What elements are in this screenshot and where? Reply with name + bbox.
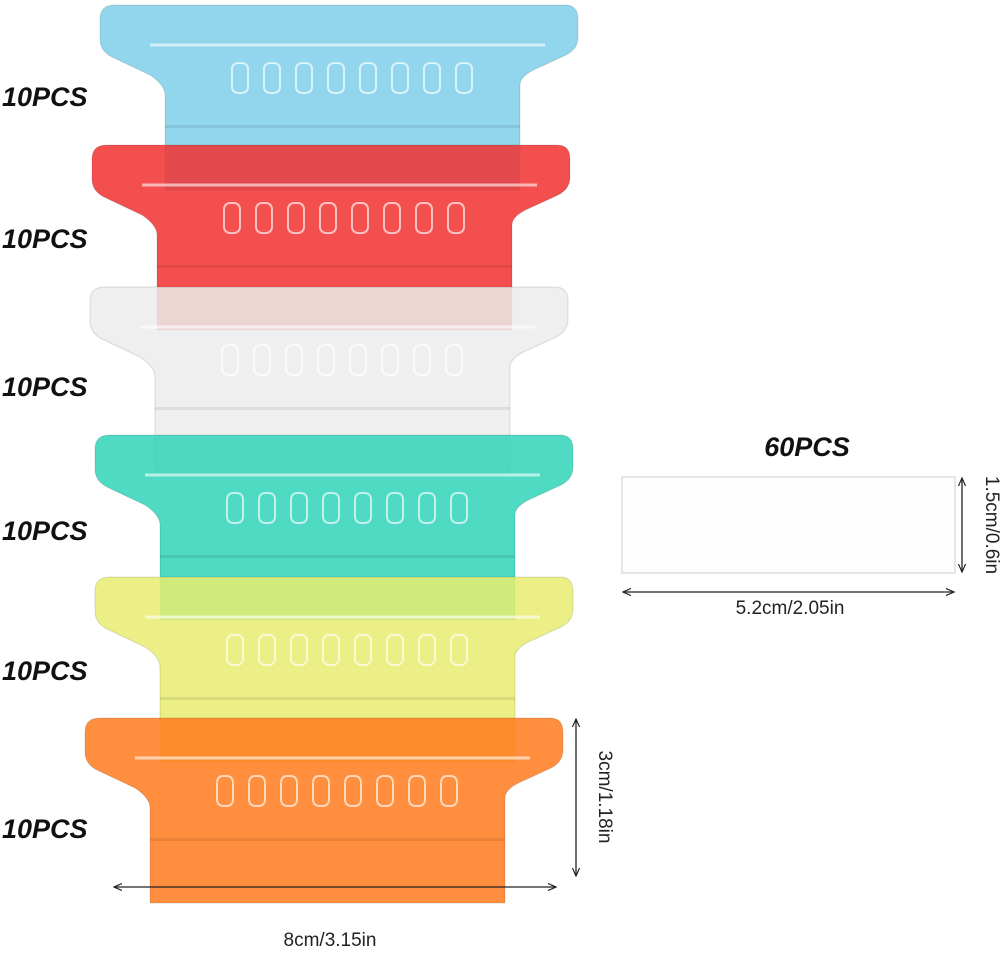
tab-slot [290, 634, 308, 666]
tab-fold [150, 838, 505, 841]
tab [91, 144, 571, 331]
tab-slot [418, 634, 436, 666]
tab-fold [157, 265, 512, 268]
tab-slot [322, 634, 340, 666]
tab-slot [386, 634, 404, 666]
tab-slot [295, 62, 313, 94]
tab-slot [344, 775, 362, 807]
tab-fold [165, 125, 520, 128]
tab-slot [445, 344, 463, 376]
tab-slot [349, 344, 367, 376]
tab [94, 576, 574, 763]
insert-strip [621, 476, 956, 574]
tab-slot [381, 344, 399, 376]
tab-slot [312, 775, 330, 807]
tab-body [84, 717, 564, 904]
quantity-label: 10PCS [2, 372, 88, 402]
tab-slot [423, 62, 441, 94]
tab-slot [440, 775, 458, 807]
quantity-label: 10PCS [2, 814, 88, 844]
insert-label: 60PCS [764, 432, 850, 462]
tab-slot [319, 202, 337, 234]
tab-slot [285, 344, 303, 376]
tab-slot [447, 202, 465, 234]
tab-slot [351, 202, 369, 234]
tab [99, 4, 579, 191]
tab-height: 3cm/1.18in [594, 751, 615, 844]
tab-slot [226, 634, 244, 666]
tab [94, 434, 574, 621]
tab-slot [415, 202, 433, 234]
tab-slot [287, 202, 305, 234]
tab-width: 8cm/3.15in [284, 930, 377, 951]
tab-slot [327, 62, 345, 94]
quantity-label: 10PCS [2, 656, 88, 686]
tab-stack [84, 4, 579, 904]
tab-fold [160, 555, 515, 558]
tab-slot [216, 775, 234, 807]
tab-slot [408, 775, 426, 807]
tab-slot [386, 492, 404, 524]
tab-slot [413, 344, 431, 376]
insert-width: 5.2cm/2.05in [736, 598, 845, 619]
tab-slot [391, 62, 409, 94]
tab-slot [376, 775, 394, 807]
tab-slot [317, 344, 335, 376]
tab-slot [258, 634, 276, 666]
tab [89, 286, 569, 473]
tab-slot [359, 62, 377, 94]
tab-slot [248, 775, 266, 807]
tab-slot [354, 492, 372, 524]
tab-slot [450, 634, 468, 666]
tab-slot [221, 344, 239, 376]
tab-slot [450, 492, 468, 524]
tab-slot [253, 344, 271, 376]
tab-slot [322, 492, 340, 524]
tab-slot [258, 492, 276, 524]
insert-height: 1.5cm/0.6in [981, 476, 1000, 574]
quantity-label: 10PCS [2, 82, 88, 112]
tab-slot [418, 492, 436, 524]
tab-slot [223, 202, 241, 234]
tab-fold [155, 407, 510, 410]
tab [84, 717, 564, 904]
tab-slot [263, 62, 281, 94]
tab-slot [383, 202, 401, 234]
tab-slot [280, 775, 298, 807]
tab-slot [290, 492, 308, 524]
quantity-label: 10PCS [2, 224, 88, 254]
quantity-label: 10PCS [2, 516, 88, 546]
tab-fold [160, 697, 515, 700]
tab-slot [354, 634, 372, 666]
tab-slot [231, 62, 249, 94]
tab-slot [455, 62, 473, 94]
tab-slot [255, 202, 273, 234]
tab-slot [226, 492, 244, 524]
